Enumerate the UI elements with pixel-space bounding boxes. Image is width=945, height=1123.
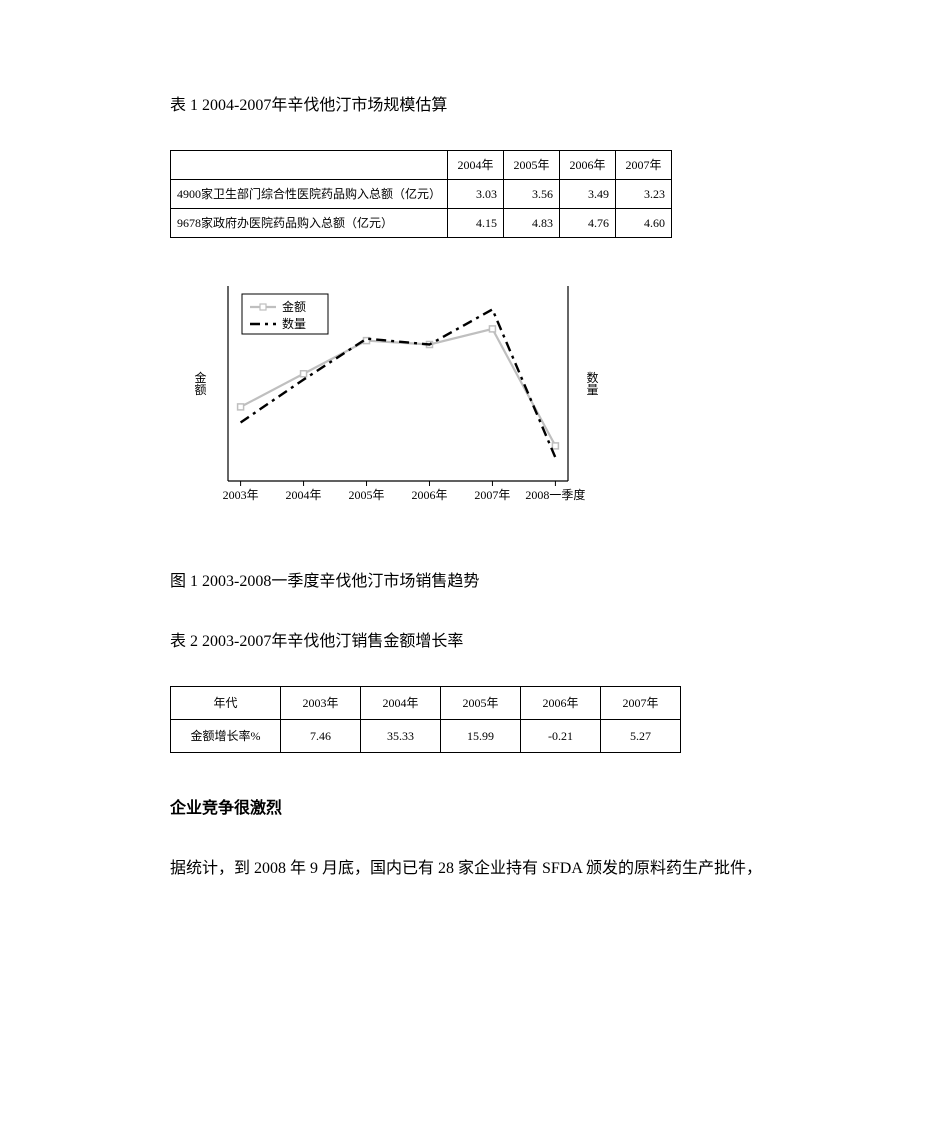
table1-cell: 3.56 [504, 180, 560, 209]
table2-row-label: 金额增长率% [171, 720, 281, 753]
table2-header-cell: 2005年 [441, 687, 521, 720]
table1-year-header: 2007年 [616, 151, 672, 180]
trend-chart-svg: 2003年2004年2005年2006年2007年2008一季度金额数量金额数量 [180, 266, 610, 526]
table2-table: 年代2003年2004年2005年2006年2007年 金额增长率% 7.463… [170, 686, 681, 753]
table1-year-header: 2006年 [560, 151, 616, 180]
x-tick-label: 2003年 [223, 488, 259, 502]
table2-header-cell: 2004年 [361, 687, 441, 720]
body-paragraph: 据统计，到 2008 年 9 月底，国内已有 28 家企业持有 SFDA 颁发的… [170, 853, 775, 885]
table2-data-row: 金额增长率% 7.4635.3315.99-0.215.27 [171, 720, 681, 753]
table2-value-cell: 15.99 [441, 720, 521, 753]
table1-header-row: 2004年2005年2006年2007年 [171, 151, 672, 180]
legend-amount-marker [260, 304, 266, 310]
table1-row: 9678家政府办医院药品购入总额（亿元）4.154.834.764.60 [171, 209, 672, 238]
table1-row-label: 4900家卫生部门综合性医院药品购入总额（亿元） [171, 180, 448, 209]
table1-header-blank [171, 151, 448, 180]
series-amount-marker [552, 443, 558, 449]
legend-quantity-label: 数量 [282, 316, 306, 331]
table1-cell: 4.60 [616, 209, 672, 238]
x-tick-label: 2008一季度 [525, 487, 585, 502]
table1-row: 4900家卫生部门综合性医院药品购入总额（亿元）3.033.563.493.23 [171, 180, 672, 209]
x-tick-label: 2007年 [474, 488, 510, 502]
trend-chart: 2003年2004年2005年2006年2007年2008一季度金额数量金额数量 [180, 266, 775, 538]
x-tick-label: 2005年 [349, 488, 385, 502]
table1-caption: 表 1 2004-2007年辛伐他汀市场规模估算 [170, 90, 775, 122]
document-page: 表 1 2004-2007年辛伐他汀市场规模估算 2004年2005年2006年… [0, 0, 945, 1123]
table2-header-row: 年代2003年2004年2005年2006年2007年 [171, 687, 681, 720]
table1-cell: 3.49 [560, 180, 616, 209]
table1-cell: 4.76 [560, 209, 616, 238]
table1-cell: 3.03 [448, 180, 504, 209]
series-amount-marker [238, 404, 244, 410]
table1-row-label: 9678家政府办医院药品购入总额（亿元） [171, 209, 448, 238]
section-heading: 企业竞争很激烈 [170, 793, 775, 825]
table2: 年代2003年2004年2005年2006年2007年 金额增长率% 7.463… [170, 686, 775, 753]
table2-value-cell: 35.33 [361, 720, 441, 753]
table2-header-cell: 2007年 [601, 687, 681, 720]
chart-caption: 图 1 2003-2008一季度辛伐他汀市场销售趋势 [170, 566, 775, 598]
table1-table: 2004年2005年2006年2007年 4900家卫生部门综合性医院药品购入总… [170, 150, 672, 238]
table1-year-header: 2005年 [504, 151, 560, 180]
legend-amount-label: 金额 [282, 299, 306, 314]
table1-cell: 3.23 [616, 180, 672, 209]
table1-year-header: 2004年 [448, 151, 504, 180]
table2-caption: 表 2 2003-2007年辛伐他汀销售金额增长率 [170, 626, 775, 658]
x-tick-label: 2006年 [411, 488, 447, 502]
series-amount-marker [489, 326, 495, 332]
y-right-label: 数量 [585, 370, 599, 395]
table2-header-cell: 2006年 [521, 687, 601, 720]
table2-value-cell: -0.21 [521, 720, 601, 753]
x-tick-label: 2004年 [286, 488, 322, 502]
table2-value-cell: 5.27 [601, 720, 681, 753]
table1-cell: 4.15 [448, 209, 504, 238]
table2-value-cell: 7.46 [281, 720, 361, 753]
table1: 2004年2005年2006年2007年 4900家卫生部门综合性医院药品购入总… [170, 150, 775, 238]
table1-cell: 4.83 [504, 209, 560, 238]
series-amount-marker [301, 371, 307, 377]
y-left-label: 金额 [193, 370, 207, 396]
table2-header-cell: 2003年 [281, 687, 361, 720]
table2-header-cell: 年代 [171, 687, 281, 720]
